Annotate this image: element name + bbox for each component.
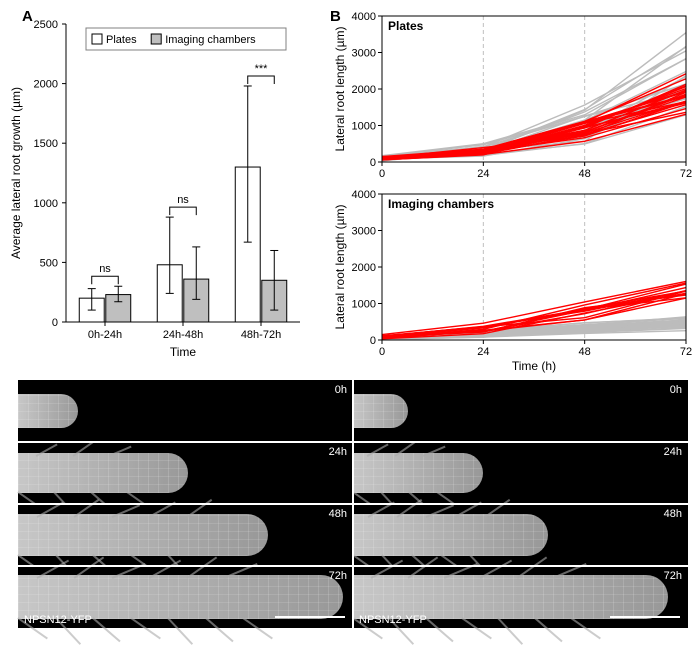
svg-text:24h-48h: 24h-48h xyxy=(163,329,203,341)
root-shape xyxy=(353,394,408,428)
svg-text:Imaging chambers: Imaging chambers xyxy=(388,197,494,211)
svg-text:Time (h): Time (h) xyxy=(512,359,556,373)
svg-text:72: 72 xyxy=(680,346,692,358)
svg-text:0: 0 xyxy=(370,335,376,347)
micrograph-cell: 72h NPSN12-YFP xyxy=(353,566,688,628)
svg-text:ns: ns xyxy=(177,194,189,206)
micrograph-cell: 0h xyxy=(353,380,688,442)
time-label: 0h xyxy=(335,384,347,396)
scale-bar xyxy=(610,616,680,618)
svg-text:0: 0 xyxy=(52,317,58,329)
micrograph-cell: 72h NPSN12-YFP xyxy=(18,566,353,628)
svg-text:4000: 4000 xyxy=(352,11,376,23)
root-hair xyxy=(243,617,273,639)
root-shape xyxy=(18,394,78,428)
root-shape xyxy=(353,575,668,619)
root-shape xyxy=(353,514,548,556)
charts-svg: 0 500 1000 1500 2000 2500 Average lateral root… xyxy=(0,0,700,378)
svg-text:Plates: Plates xyxy=(106,34,137,46)
time-label: 0h xyxy=(670,384,682,396)
svg-text:2000: 2000 xyxy=(352,262,376,274)
panel-c: 0h 24h 48h 72h NPSN12-YFP 0h 24h 48h 72h NPSN12-Y… xyxy=(18,380,688,638)
svg-text:24: 24 xyxy=(477,346,489,358)
svg-text:48: 48 xyxy=(579,168,591,180)
root-hair xyxy=(571,617,601,639)
time-label: 24h xyxy=(664,446,682,458)
row-divider xyxy=(18,565,688,567)
svg-text:2000: 2000 xyxy=(352,84,376,96)
svg-text:1000: 1000 xyxy=(352,299,376,311)
scale-bar xyxy=(275,616,345,618)
svg-text:500: 500 xyxy=(40,257,58,269)
micrograph-cell: 48h xyxy=(18,504,353,566)
row-divider xyxy=(18,503,688,505)
marker-label: NPSN12-YFP xyxy=(359,614,427,626)
time-label: 48h xyxy=(329,508,347,520)
svg-text:48h-72h: 48h-72h xyxy=(241,329,281,341)
svg-text:1000: 1000 xyxy=(352,121,376,133)
root-hair xyxy=(425,617,453,642)
root-hair xyxy=(534,617,562,642)
root-shape xyxy=(18,575,343,619)
root-hair xyxy=(167,617,193,644)
svg-text:Lateral root length (µm): Lateral root length (µm) xyxy=(333,205,347,330)
svg-text:0h-24h: 0h-24h xyxy=(88,329,122,341)
micrograph-cell: 24h xyxy=(18,442,353,504)
svg-text:0: 0 xyxy=(379,168,385,180)
svg-text:ns: ns xyxy=(99,263,111,275)
svg-text:24: 24 xyxy=(477,168,489,180)
svg-text:3000: 3000 xyxy=(352,48,376,60)
svg-text:Lateral root length (µm): Lateral root length (µm) xyxy=(333,27,347,152)
root-shape xyxy=(18,453,188,493)
root-hair xyxy=(130,617,160,639)
svg-text:1500: 1500 xyxy=(34,138,58,150)
svg-text:2500: 2500 xyxy=(34,19,58,31)
svg-text:72: 72 xyxy=(680,168,692,180)
micrograph-cell: 0h xyxy=(18,380,353,442)
micrograph-cell: 24h xyxy=(353,442,688,504)
root-hair xyxy=(93,617,121,642)
root-hair xyxy=(205,617,233,642)
svg-text:Imaging chambers: Imaging chambers xyxy=(165,34,256,46)
svg-text:Average lateral root growth (µ: Average lateral root growth (µm) xyxy=(9,87,23,259)
svg-text:0: 0 xyxy=(370,157,376,169)
root-hair xyxy=(462,617,492,639)
marker-label: NPSN12-YFP xyxy=(24,614,92,626)
time-label: 48h xyxy=(664,508,682,520)
root-shape xyxy=(353,453,483,493)
time-label: 24h xyxy=(329,446,347,458)
svg-text:2000: 2000 xyxy=(34,79,58,91)
root-shape xyxy=(18,514,268,556)
svg-text:48: 48 xyxy=(579,346,591,358)
svg-text:0: 0 xyxy=(379,346,385,358)
svg-text:1000: 1000 xyxy=(34,198,58,210)
svg-text:Plates: Plates xyxy=(388,19,424,33)
root-hair xyxy=(498,617,524,644)
row-divider xyxy=(18,441,688,443)
svg-text:3000: 3000 xyxy=(352,226,376,238)
time-label: 72h xyxy=(664,570,682,582)
micrograph-cell: 48h xyxy=(353,504,688,566)
svg-text:***: *** xyxy=(255,63,269,75)
svg-text:4000: 4000 xyxy=(352,189,376,201)
time-label: 72h xyxy=(329,570,347,582)
svg-text:Time: Time xyxy=(170,345,197,359)
figure-root: A B C 05001000150020002500Average latera… xyxy=(0,0,700,651)
